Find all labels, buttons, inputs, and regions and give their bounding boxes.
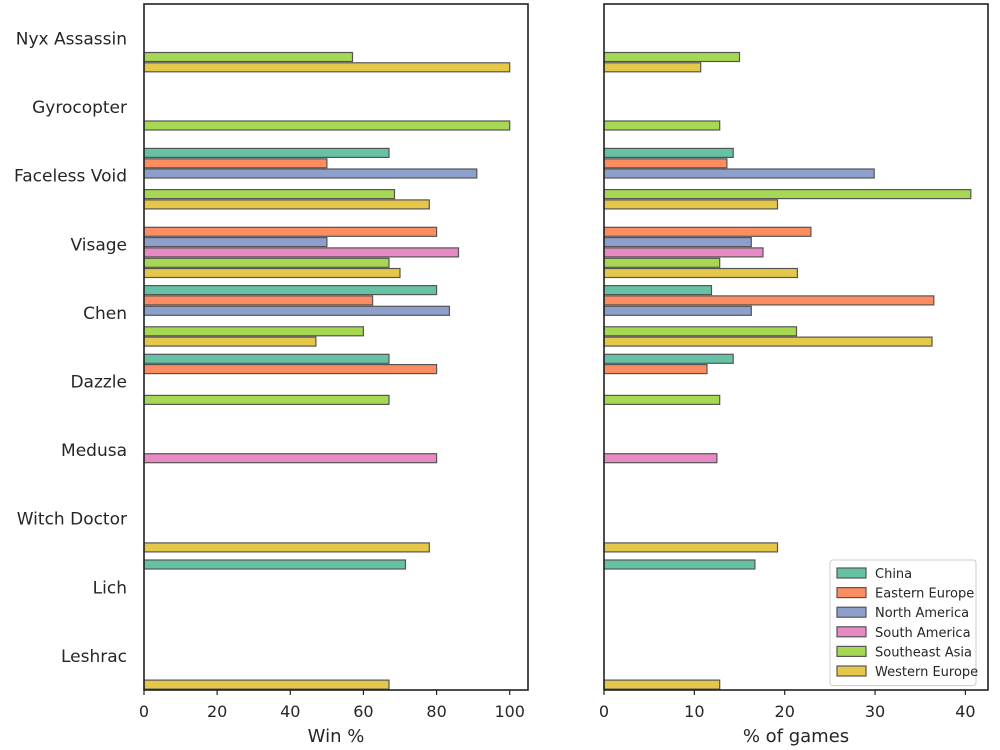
legend-label-south-america: South America [875, 626, 971, 641]
bar-southeast-asia-visage [603, 257, 721, 268]
x-tick-label: 40 [955, 702, 975, 721]
bar-eastern-europe-dazzle [143, 364, 438, 375]
legend-swatch-china [836, 567, 867, 579]
x-tick-label: 60 [353, 702, 373, 721]
x-tick-label: 0 [599, 702, 609, 721]
x-tick-label: 80 [426, 702, 446, 721]
axes-frame [603, 3, 989, 691]
bar-eastern-europe-faceless-void [603, 158, 728, 169]
bar-southeast-asia-nyx-assassin [603, 51, 741, 63]
bar-china-faceless-void [143, 147, 390, 158]
bar-southeast-asia-faceless-void [143, 189, 396, 200]
bar-southeast-asia-nyx-assassin [143, 51, 354, 63]
bar-south-america-medusa [603, 453, 718, 464]
bar-western-europe-leshrac [143, 679, 390, 690]
bar-western-europe-faceless-void [603, 199, 779, 210]
legend: China Eastern Europe North America South Am… [829, 559, 978, 687]
x-axis-title: Win % [308, 726, 365, 747]
bar-eastern-europe-dazzle [603, 364, 708, 375]
category-label-gyrocopter: Gyrocopter [32, 98, 127, 118]
bar-eastern-europe-chen [143, 295, 374, 306]
bar-southeast-asia-gyrocopter [143, 120, 511, 131]
bar-china-dazzle [603, 353, 734, 364]
bar-eastern-europe-chen [603, 295, 935, 306]
category-label-dazzle: Dazzle [70, 373, 127, 393]
bar-china-dazzle [143, 353, 390, 364]
bar-south-america-visage [603, 247, 764, 258]
bar-north-america-faceless-void [603, 168, 875, 179]
bar-western-europe-chen [143, 336, 317, 347]
bar-western-europe-leshrac [603, 679, 721, 690]
x-tick-label: 20 [775, 702, 795, 721]
category-label-witch-doctor: Witch Doctor [17, 510, 127, 530]
bar-western-europe-nyx-assassin [603, 62, 702, 73]
x-tick-label: 30 [865, 702, 885, 721]
bar-southeast-asia-dazzle [143, 394, 390, 405]
bar-western-europe-nyx-assassin [143, 62, 511, 73]
bar-southeast-asia-dazzle [603, 394, 721, 405]
bar-eastern-europe-faceless-void [143, 158, 328, 169]
legend-label-china: China [875, 567, 912, 582]
x-tick-label: 0 [139, 702, 149, 721]
bar-southeast-asia-chen [603, 326, 798, 337]
legend-swatch-north-america [836, 606, 867, 618]
bar-north-america-faceless-void [143, 168, 478, 179]
legend-swatch-eastern-europe [836, 586, 867, 599]
legend-swatch-western-europe [836, 665, 867, 677]
bar-south-america-medusa [143, 453, 438, 464]
bar-western-europe-witch-doctor [603, 542, 779, 553]
bar-southeast-asia-faceless-void [603, 189, 972, 200]
bar-western-europe-witch-doctor [143, 542, 430, 553]
bar-western-europe-visage [143, 267, 401, 279]
bar-southeast-asia-gyrocopter [603, 120, 721, 131]
legend-label-southeast-asia: Southeast Asia [875, 645, 972, 660]
legend-label-eastern-europe: Eastern Europe [875, 587, 974, 602]
bar-china-faceless-void [603, 147, 734, 158]
x-tick-label: 10 [684, 702, 704, 721]
category-label-medusa: Medusa [61, 441, 127, 461]
category-label-chen: Chen [83, 304, 127, 324]
axes-frame [143, 3, 529, 691]
bar-southeast-asia-visage [143, 257, 390, 268]
legend-swatch-south-america [836, 626, 867, 638]
bar-eastern-europe-visage [143, 226, 438, 237]
win-rate-panel: 0 20 40 60 80 100 Win % Nyx Assassin Gyrocopter F… [14, 3, 529, 747]
bar-china-lich [603, 559, 756, 570]
category-label-nyx-assassin: Nyx Assassin [16, 30, 127, 50]
bar-western-europe-chen [603, 336, 933, 347]
category-label-faceless-void: Faceless Void [14, 167, 127, 187]
category-label-visage: Visage [70, 235, 127, 255]
bar-north-america-chen [603, 305, 752, 316]
bar-south-america-visage [143, 247, 460, 258]
legend-label-western-europe: Western Europe [875, 665, 978, 680]
bar-north-america-visage [143, 237, 328, 248]
bar-western-europe-faceless-void [143, 199, 430, 210]
x-tick-label: 100 [494, 702, 525, 721]
bar-china-chen [603, 285, 713, 296]
bar-north-america-visage [603, 237, 752, 248]
x-tick-label: 20 [207, 702, 227, 721]
legend-label-north-america: North America [875, 606, 969, 621]
bar-western-europe-visage [603, 267, 798, 279]
x-tick-label: 40 [280, 702, 300, 721]
category-label-leshrac: Leshrac [61, 647, 127, 667]
games-share-panel: 0 10 20 30 40 % of games [599, 3, 989, 747]
legend-swatch-southeast-asia [836, 645, 867, 658]
x-axis-title: % of games [743, 726, 849, 747]
bar-north-america-chen [143, 305, 450, 316]
bar-china-lich [143, 559, 407, 570]
bar-eastern-europe-visage [603, 226, 812, 237]
bar-southeast-asia-chen [143, 326, 364, 337]
bar-china-chen [143, 285, 438, 296]
category-label-lich: Lich [93, 578, 127, 598]
